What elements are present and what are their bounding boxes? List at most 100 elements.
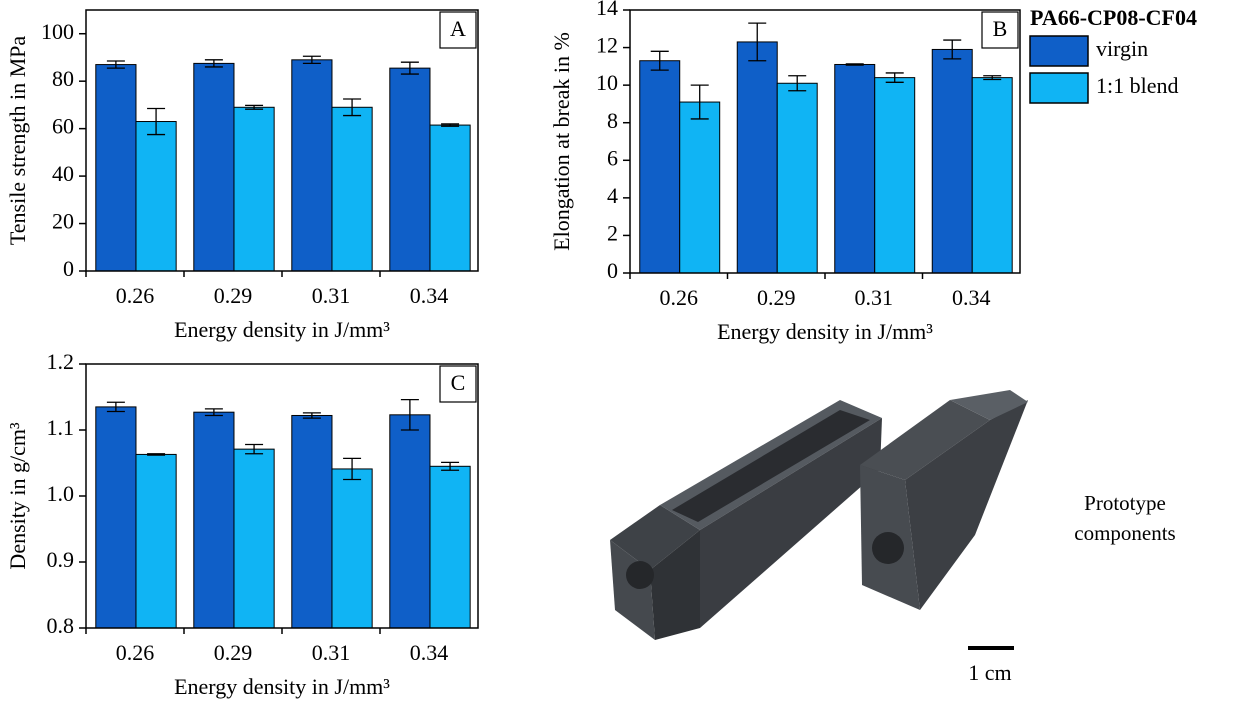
error-bar <box>147 107 166 136</box>
error-bar <box>400 61 419 75</box>
error-bar <box>106 60 125 69</box>
x-tick-label: 0.31 <box>312 283 351 308</box>
y-tick-label: 20 <box>52 209 74 234</box>
error-bar <box>400 398 419 431</box>
x-tick-label: 0.29 <box>214 640 253 665</box>
panel-label-box <box>981 11 1019 49</box>
error-bar <box>788 75 807 92</box>
y-tick-label: 0.8 <box>47 613 75 638</box>
error-bar <box>106 401 125 413</box>
x-tick-label: 0.34 <box>952 285 991 310</box>
panel-label-box <box>439 365 477 403</box>
panel-label: C <box>451 370 466 395</box>
error-bar <box>885 72 904 83</box>
x-tick-label: 0.26 <box>660 285 699 310</box>
panel-label-box <box>439 11 477 49</box>
error-bar <box>441 123 460 127</box>
y-tick-label: 0.9 <box>47 547 75 572</box>
panel-label: B <box>993 16 1008 41</box>
x-tick-label: 0.34 <box>410 640 449 665</box>
plot-frame <box>85 363 479 629</box>
bar <box>95 406 137 629</box>
y-tick-label: 60 <box>52 114 74 139</box>
y-axis-title: Density in g/cm³ <box>5 422 30 570</box>
bar <box>874 77 916 274</box>
bar <box>931 48 973 274</box>
bar <box>331 106 373 272</box>
bar <box>291 59 333 272</box>
bar <box>291 414 333 629</box>
error-bar <box>845 63 864 66</box>
legend-label: virgin <box>1096 36 1148 61</box>
error-bar <box>245 443 264 455</box>
error-bar <box>302 412 321 419</box>
y-tick-label: 100 <box>41 19 74 44</box>
bar <box>429 124 471 272</box>
bar <box>971 77 1013 274</box>
plot-frame <box>85 9 479 272</box>
bar <box>135 453 177 629</box>
scale-label: 1 cm <box>968 660 1011 685</box>
y-axis-title: Tensile strength in MPa <box>5 36 30 246</box>
error-bar <box>204 408 223 417</box>
y-tick-label: 14 <box>596 0 618 20</box>
x-tick-label: 0.29 <box>757 285 796 310</box>
bar <box>389 414 431 629</box>
y-tick-label: 2 <box>607 220 618 245</box>
bar <box>95 64 137 272</box>
prototype-photo <box>610 390 1028 640</box>
y-tick-label: 0 <box>63 256 74 281</box>
y-tick-label: 1.2 <box>47 349 75 374</box>
y-tick-label: 10 <box>596 70 618 95</box>
y-tick-label: 8 <box>607 108 618 133</box>
legend-title: PA66-CP08-CF04 <box>1030 5 1197 30</box>
x-axis-title: Energy density in J/mm³ <box>717 319 933 344</box>
bar <box>193 411 235 629</box>
bar <box>679 101 721 274</box>
x-axis-title: Energy density in J/mm³ <box>174 674 390 699</box>
legend-swatch <box>1029 35 1089 67</box>
bar <box>776 82 818 274</box>
x-axis-title: Energy density in J/mm³ <box>174 317 390 342</box>
error-bar <box>690 84 709 120</box>
x-tick-label: 0.26 <box>116 640 155 665</box>
y-tick-label: 4 <box>607 183 618 208</box>
bar <box>135 121 177 272</box>
y-tick-label: 6 <box>607 145 618 170</box>
y-tick-label: 1.1 <box>47 415 75 440</box>
y-tick-label: 40 <box>52 161 74 186</box>
y-tick-label: 1.0 <box>47 481 75 506</box>
x-tick-label: 0.34 <box>410 283 449 308</box>
panel-label: A <box>450 16 466 41</box>
plot-frame <box>629 9 1021 274</box>
bar <box>233 448 275 629</box>
error-bar <box>147 453 166 456</box>
error-bar <box>343 457 362 481</box>
bar <box>389 67 431 272</box>
bar <box>834 63 876 274</box>
bar <box>736 41 778 274</box>
error-bar <box>302 55 321 65</box>
y-tick-label: 12 <box>596 33 618 58</box>
error-bar <box>748 22 767 62</box>
bar <box>429 465 471 629</box>
error-bar <box>204 59 223 68</box>
error-bar <box>943 39 962 60</box>
legend-swatch <box>1029 72 1089 104</box>
x-tick-label: 0.26 <box>116 283 155 308</box>
x-tick-label: 0.29 <box>214 283 253 308</box>
bar <box>331 468 373 629</box>
y-axis-title: Elongation at break in % <box>549 32 574 251</box>
error-bar <box>650 50 669 71</box>
x-tick-label: 0.31 <box>855 285 894 310</box>
error-bar <box>441 461 460 471</box>
y-tick-label: 80 <box>52 66 74 91</box>
bar <box>193 62 235 272</box>
error-bar <box>245 104 264 110</box>
bar <box>639 60 681 274</box>
legend-label: 1:1 blend <box>1096 73 1179 98</box>
error-bar <box>343 98 362 117</box>
y-tick-label: 0 <box>607 258 618 283</box>
